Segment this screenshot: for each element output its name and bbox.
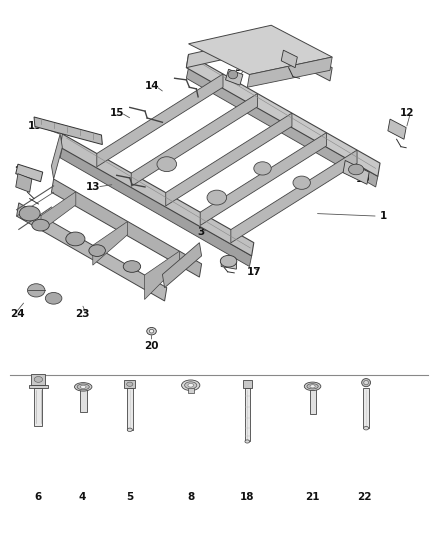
- Text: 10: 10: [356, 174, 371, 184]
- Ellipse shape: [207, 190, 226, 205]
- Text: 19: 19: [28, 121, 42, 131]
- Ellipse shape: [254, 162, 271, 175]
- Text: 9: 9: [234, 63, 241, 72]
- Polygon shape: [97, 74, 223, 167]
- Polygon shape: [35, 389, 42, 425]
- Ellipse shape: [307, 384, 318, 389]
- Polygon shape: [162, 243, 201, 288]
- Ellipse shape: [147, 327, 156, 335]
- Text: 12: 12: [399, 108, 414, 118]
- Ellipse shape: [362, 378, 371, 386]
- Polygon shape: [166, 113, 292, 206]
- Text: 13: 13: [86, 182, 101, 192]
- Ellipse shape: [89, 245, 106, 256]
- Text: 21: 21: [305, 492, 320, 502]
- Polygon shape: [16, 164, 43, 182]
- Polygon shape: [80, 389, 87, 413]
- Text: 24: 24: [10, 309, 25, 319]
- Text: 22: 22: [357, 492, 372, 502]
- Ellipse shape: [81, 385, 86, 389]
- Polygon shape: [186, 68, 378, 187]
- Ellipse shape: [127, 428, 132, 432]
- Ellipse shape: [157, 157, 177, 172]
- Polygon shape: [363, 389, 369, 428]
- Ellipse shape: [19, 206, 40, 221]
- Polygon shape: [34, 117, 102, 144]
- Ellipse shape: [228, 70, 238, 79]
- Polygon shape: [281, 50, 297, 68]
- Ellipse shape: [77, 384, 89, 390]
- Polygon shape: [221, 259, 237, 269]
- Polygon shape: [200, 133, 326, 225]
- Ellipse shape: [182, 380, 200, 391]
- Polygon shape: [188, 25, 332, 75]
- Ellipse shape: [310, 385, 315, 388]
- Ellipse shape: [46, 293, 62, 304]
- Text: 14: 14: [145, 81, 159, 91]
- Polygon shape: [127, 389, 133, 430]
- Ellipse shape: [364, 426, 369, 430]
- Polygon shape: [243, 381, 252, 389]
- Ellipse shape: [185, 382, 197, 389]
- Text: 15: 15: [110, 108, 125, 118]
- Text: 8: 8: [187, 492, 194, 502]
- Text: 4: 4: [78, 492, 85, 502]
- Polygon shape: [93, 221, 127, 265]
- Ellipse shape: [127, 382, 133, 386]
- Polygon shape: [60, 134, 254, 256]
- Text: 17: 17: [247, 267, 262, 277]
- Ellipse shape: [149, 329, 154, 333]
- Polygon shape: [131, 94, 258, 187]
- Polygon shape: [388, 119, 406, 139]
- Polygon shape: [247, 57, 332, 87]
- Polygon shape: [226, 69, 243, 85]
- Ellipse shape: [123, 261, 141, 272]
- Ellipse shape: [304, 382, 321, 391]
- Polygon shape: [343, 160, 369, 184]
- Polygon shape: [17, 203, 167, 301]
- Ellipse shape: [28, 284, 45, 297]
- Ellipse shape: [349, 164, 364, 175]
- Polygon shape: [51, 179, 201, 277]
- Ellipse shape: [66, 232, 85, 246]
- Ellipse shape: [220, 255, 237, 267]
- Polygon shape: [187, 389, 194, 393]
- Text: 3: 3: [197, 227, 205, 237]
- Polygon shape: [186, 36, 271, 68]
- Text: 6: 6: [35, 492, 42, 502]
- Ellipse shape: [32, 219, 49, 231]
- Polygon shape: [16, 174, 32, 192]
- Polygon shape: [245, 389, 250, 441]
- Text: 11: 11: [278, 42, 292, 52]
- Text: 5: 5: [126, 492, 134, 502]
- Polygon shape: [186, 54, 380, 176]
- Ellipse shape: [188, 383, 194, 387]
- Polygon shape: [269, 36, 332, 81]
- Polygon shape: [60, 147, 252, 266]
- Polygon shape: [41, 192, 76, 231]
- Polygon shape: [124, 380, 135, 389]
- Polygon shape: [310, 389, 316, 414]
- Polygon shape: [51, 134, 62, 179]
- Text: 18: 18: [240, 492, 254, 502]
- Ellipse shape: [245, 440, 250, 443]
- Ellipse shape: [364, 381, 368, 385]
- Polygon shape: [145, 251, 180, 300]
- Ellipse shape: [34, 376, 42, 382]
- Polygon shape: [29, 385, 47, 389]
- Text: 1: 1: [380, 211, 387, 221]
- Polygon shape: [32, 374, 46, 385]
- Text: 2: 2: [14, 166, 22, 176]
- Ellipse shape: [74, 383, 92, 391]
- Text: 20: 20: [144, 341, 159, 351]
- Ellipse shape: [293, 176, 311, 189]
- Polygon shape: [231, 150, 357, 243]
- Text: 23: 23: [75, 309, 90, 319]
